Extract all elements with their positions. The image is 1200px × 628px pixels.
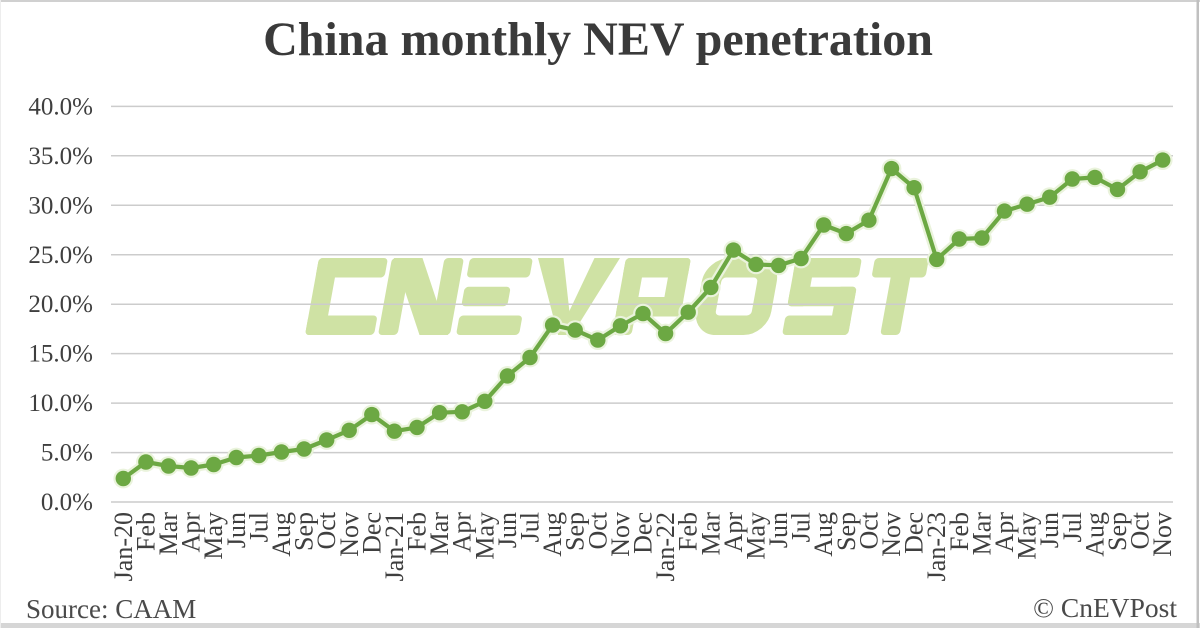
- svg-text:Aug: Aug: [267, 512, 296, 557]
- svg-text:Jul: Jul: [516, 512, 545, 542]
- svg-text:Aug: Aug: [809, 512, 838, 557]
- svg-text:May: May: [470, 512, 499, 560]
- svg-text:Oct: Oct: [312, 511, 341, 549]
- svg-text:35.0%: 35.0%: [28, 143, 93, 170]
- svg-text:Aug: Aug: [538, 512, 567, 557]
- svg-text:Jul: Jul: [787, 512, 816, 542]
- svg-text:30.0%: 30.0%: [28, 192, 93, 219]
- svg-text:Mar: Mar: [425, 512, 454, 556]
- svg-text:Sep: Sep: [832, 512, 861, 551]
- svg-text:Nov: Nov: [1148, 512, 1177, 557]
- svg-text:5.0%: 5.0%: [41, 440, 93, 467]
- svg-text:May: May: [1013, 512, 1042, 560]
- svg-text:Jul: Jul: [1058, 512, 1087, 542]
- svg-text:Jun: Jun: [493, 512, 522, 548]
- svg-text:Jun: Jun: [764, 512, 793, 548]
- svg-text:15.0%: 15.0%: [28, 341, 93, 368]
- svg-text:Jan-23: Jan-23: [922, 512, 951, 581]
- svg-text:Apr: Apr: [448, 512, 477, 553]
- svg-text:Apr: Apr: [719, 512, 748, 553]
- svg-text:Source: CAAM: Source: CAAM: [26, 594, 196, 624]
- svg-text:Feb: Feb: [674, 512, 703, 551]
- svg-text:25.0%: 25.0%: [28, 242, 93, 269]
- svg-text:Mar: Mar: [154, 512, 183, 556]
- svg-text:Sep: Sep: [561, 512, 590, 551]
- svg-text:40.0%: 40.0%: [28, 93, 93, 120]
- svg-text:May: May: [199, 512, 228, 560]
- svg-text:Oct: Oct: [1126, 511, 1155, 549]
- svg-text:Jan-21: Jan-21: [380, 512, 409, 581]
- svg-text:10.0%: 10.0%: [28, 390, 93, 417]
- svg-text:Dec: Dec: [357, 512, 386, 554]
- svg-text:Sep: Sep: [290, 512, 319, 551]
- svg-text:Apr: Apr: [990, 512, 1019, 553]
- svg-text:Apr: Apr: [177, 512, 206, 553]
- svg-text:Jun: Jun: [222, 512, 251, 548]
- svg-text:Feb: Feb: [131, 512, 160, 551]
- svg-text:Oct: Oct: [854, 511, 883, 549]
- svg-text:Jan-22: Jan-22: [651, 512, 680, 581]
- svg-text:Feb: Feb: [403, 512, 432, 551]
- svg-text:Jan-20: Jan-20: [109, 512, 138, 581]
- svg-text:Mar: Mar: [967, 512, 996, 556]
- svg-text:Sep: Sep: [1103, 512, 1132, 551]
- svg-text:Feb: Feb: [945, 512, 974, 551]
- svg-text:20.0%: 20.0%: [28, 291, 93, 318]
- svg-text:China monthly NEV penetration: China monthly NEV penetration: [263, 13, 933, 66]
- svg-text:Jul: Jul: [244, 512, 273, 542]
- svg-text:Nov: Nov: [335, 512, 364, 557]
- svg-text:© CnEVPost: © CnEVPost: [1033, 592, 1177, 623]
- svg-text:Mar: Mar: [696, 512, 725, 556]
- svg-text:Dec: Dec: [629, 512, 658, 554]
- svg-text:May: May: [742, 512, 771, 560]
- svg-text:Nov: Nov: [877, 512, 906, 557]
- svg-text:Dec: Dec: [900, 512, 929, 554]
- svg-text:Aug: Aug: [1080, 512, 1109, 557]
- svg-text:Jun: Jun: [1035, 512, 1064, 548]
- svg-text:0.0%: 0.0%: [41, 489, 93, 516]
- svg-text:Oct: Oct: [583, 511, 612, 549]
- svg-text:Nov: Nov: [606, 512, 635, 557]
